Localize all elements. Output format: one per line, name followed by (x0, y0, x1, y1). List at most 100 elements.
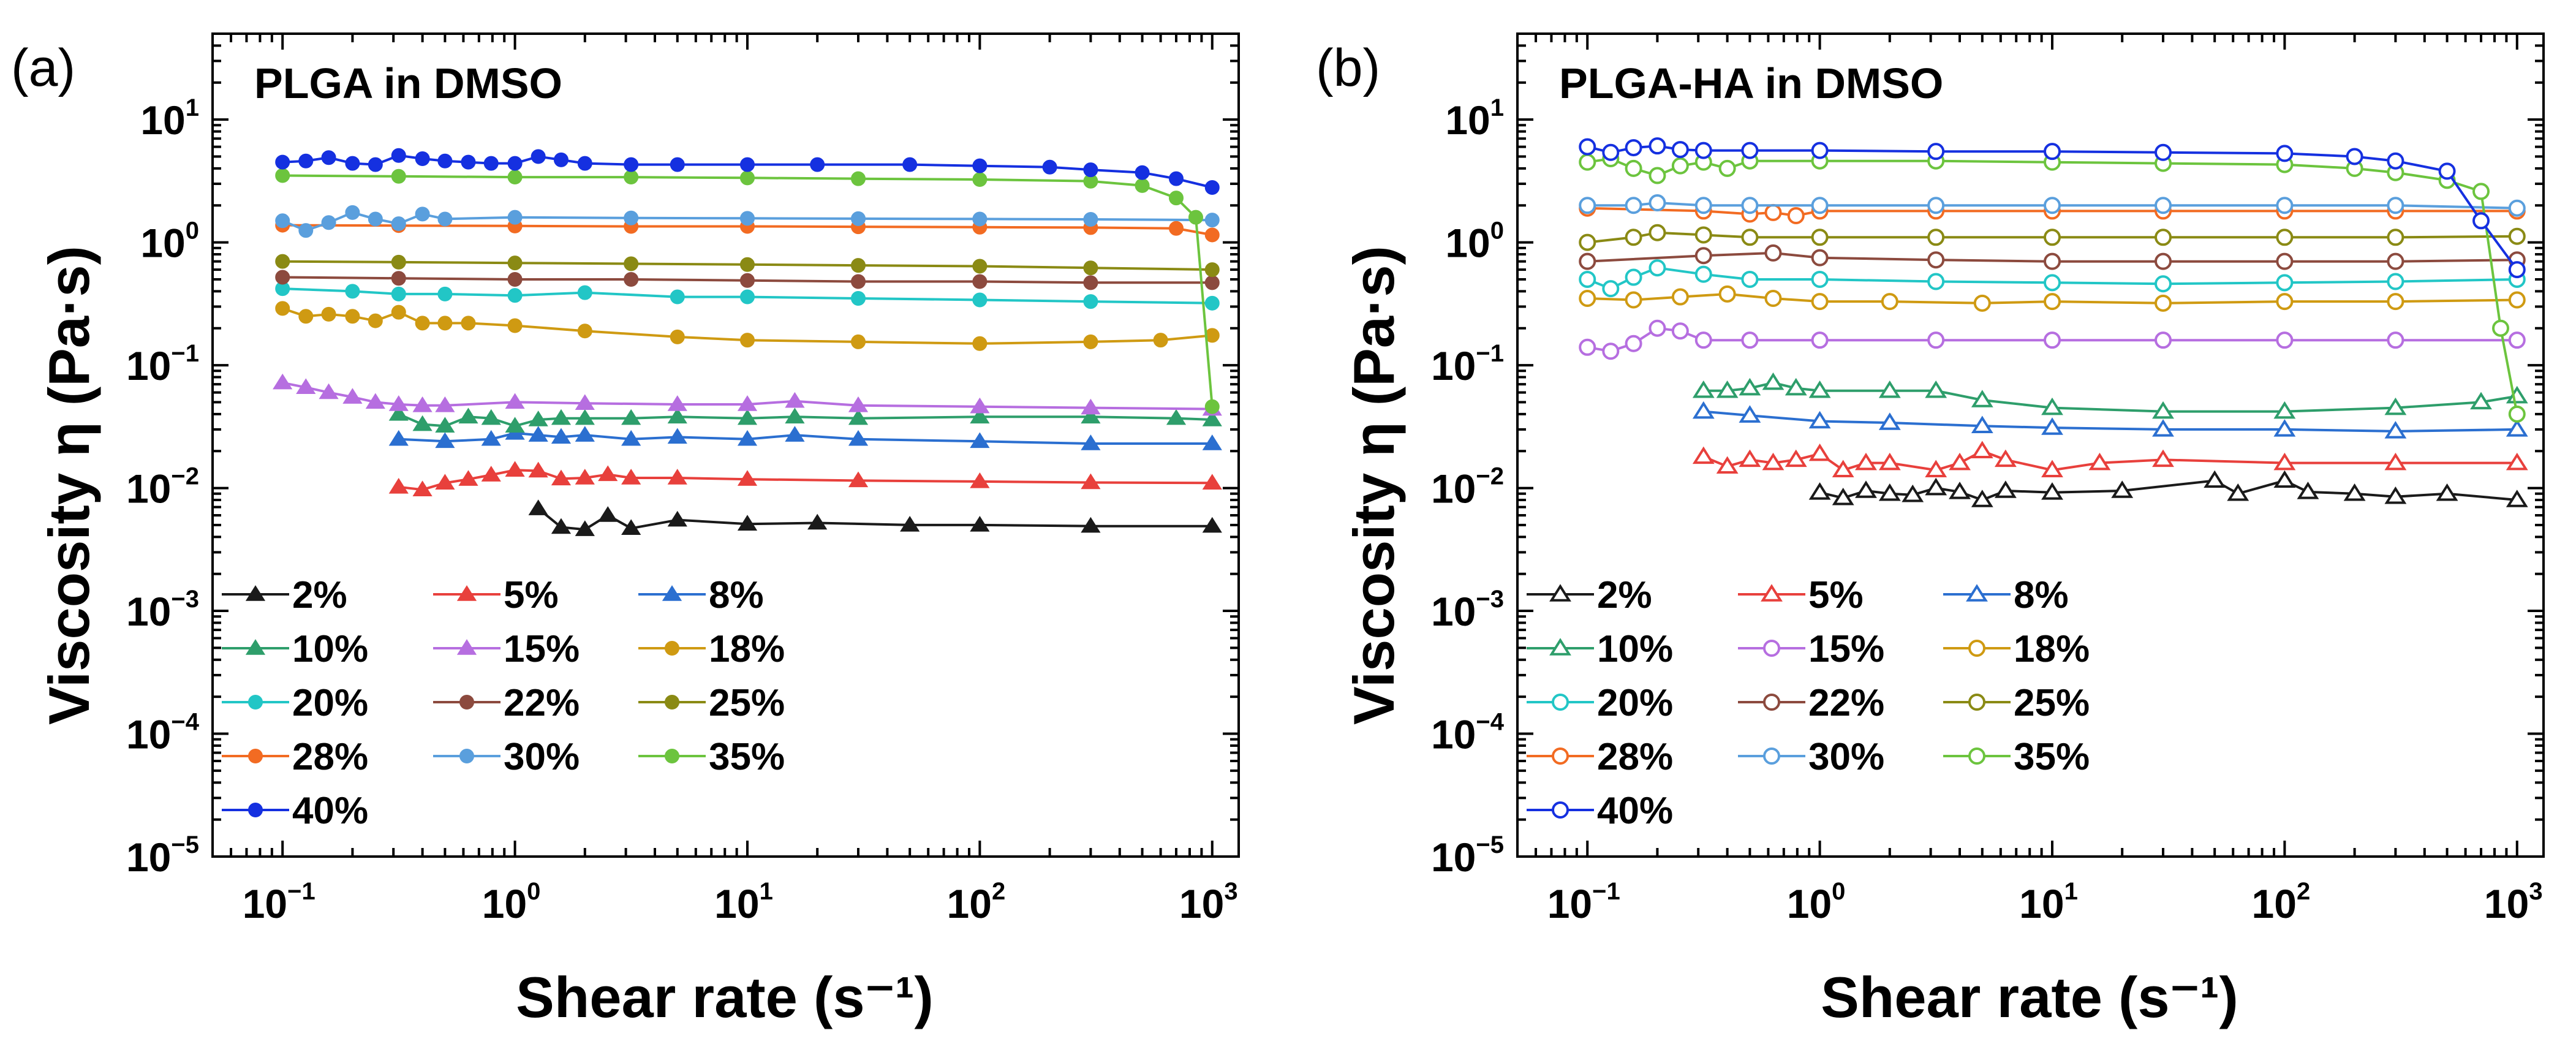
data-point (1081, 473, 1101, 490)
legend-label: 15% (1808, 628, 1884, 670)
data-point (1625, 229, 1642, 246)
data-point (412, 480, 432, 496)
data-point (624, 157, 639, 172)
data-point (481, 409, 501, 425)
data-point (1083, 275, 1098, 290)
data-point (551, 518, 572, 534)
x-tick-label: 103 (2484, 878, 2543, 926)
data-point (598, 506, 618, 522)
legend: 2% 5% 8% 10% 15% 18% 20% 22% 25% 28% 30% 35% 40% (1527, 574, 2090, 832)
data-point (2508, 261, 2526, 279)
legend-label: 35% (709, 736, 785, 778)
x-tick-label: 10−1 (1547, 878, 1620, 926)
series-line (1819, 479, 2517, 502)
series-5pct (388, 461, 1222, 496)
data-point (1083, 294, 1098, 309)
data-point (1785, 449, 1807, 467)
data-point (667, 407, 687, 424)
data-point (851, 334, 866, 349)
data-point (458, 407, 478, 424)
series-line (537, 507, 1212, 531)
legend-marker (665, 641, 679, 656)
data-point (1878, 483, 1901, 501)
data-point (1083, 162, 1098, 178)
data-point (670, 289, 685, 305)
data-point (624, 256, 639, 271)
data-point (2387, 273, 2404, 290)
legend-marker (1763, 640, 1780, 657)
x-tick-label: 100 (1787, 878, 1846, 926)
data-point (507, 170, 523, 185)
data-point (2387, 152, 2404, 170)
data-point (2384, 397, 2407, 415)
data-point (1927, 143, 1945, 161)
data-point (2491, 319, 2509, 337)
data-point (1649, 194, 1666, 212)
data-point (388, 395, 409, 411)
y-tick-label: 10−3 (126, 586, 199, 634)
series-18pct (1579, 285, 2526, 312)
legend-item: 22% (433, 682, 580, 724)
data-point (575, 426, 595, 442)
data-point (528, 499, 548, 515)
data-point (621, 409, 641, 425)
data-point (851, 171, 866, 186)
panel-letter: (a) (11, 39, 75, 97)
series-22pct (275, 270, 1220, 290)
series-20pct (275, 281, 1220, 311)
data-point (1204, 180, 1220, 195)
data-point (667, 395, 687, 411)
data-point (2273, 401, 2296, 419)
data-point (1971, 415, 1993, 434)
data-point (2276, 197, 2294, 214)
data-point (296, 378, 316, 395)
series-25pct (1579, 224, 2526, 251)
series-8pct (388, 424, 1222, 450)
legend-label: 18% (2014, 628, 2090, 670)
data-point (807, 513, 828, 530)
legend-item: 8% (638, 574, 764, 616)
data-point (1625, 268, 1642, 286)
legend-label: 5% (1808, 574, 1864, 616)
data-point (273, 373, 293, 390)
data-point (1579, 153, 1596, 171)
data-point (621, 519, 641, 535)
data-point (1808, 411, 1831, 429)
legend-item: 20% (222, 682, 368, 724)
data-point (737, 515, 758, 531)
legend-item: 28% (222, 736, 368, 778)
data-point (739, 273, 755, 288)
data-point (2508, 291, 2526, 309)
data-point (1649, 259, 1666, 277)
series-22pct (1579, 244, 2526, 270)
series-15pct (1579, 319, 2526, 360)
data-point (1741, 142, 1759, 159)
data-point (2387, 252, 2404, 270)
data-point (851, 291, 866, 306)
data-point (1741, 331, 1759, 349)
data-point (2276, 229, 2294, 246)
data-point (1694, 247, 1712, 265)
series-10pct (388, 404, 1222, 433)
legend-item: 18% (1943, 628, 2090, 670)
series-40pct (275, 148, 1220, 195)
data-point (1949, 452, 1971, 471)
legend-item: 25% (1943, 682, 2090, 724)
data-point (1927, 331, 1945, 349)
data-point (551, 428, 572, 444)
data-point (1811, 249, 1829, 267)
data-point (368, 211, 383, 227)
data-point (1202, 411, 1222, 426)
data-point (1579, 233, 1596, 251)
data-point (1694, 197, 1712, 214)
data-point (1081, 407, 1101, 424)
plot-area: 10−1 100 101 102 103 10−5 10−4 10−3 10−2 10−1 100 1… (1431, 32, 2545, 926)
data-point (388, 430, 409, 446)
x-tick-label: 101 (2019, 878, 2078, 926)
data-point (2155, 197, 2172, 214)
data-point (1971, 390, 1993, 407)
data-point (388, 477, 409, 494)
data-point (2472, 183, 2490, 200)
legend-label: 8% (2014, 574, 2069, 616)
data-point (1716, 456, 1739, 474)
